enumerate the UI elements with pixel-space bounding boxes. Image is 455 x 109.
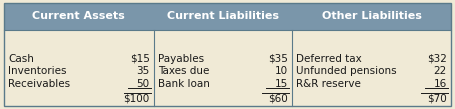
- Text: R&R reserve: R&R reserve: [296, 79, 361, 89]
- Text: Other Liabilities: Other Liabilities: [322, 11, 422, 21]
- Text: Unfunded pensions: Unfunded pensions: [296, 66, 397, 76]
- Text: $32: $32: [427, 54, 447, 64]
- Text: $100: $100: [123, 93, 150, 103]
- Text: Receivables: Receivables: [8, 79, 70, 89]
- Text: 35: 35: [136, 66, 150, 76]
- Text: $60: $60: [268, 93, 288, 103]
- Text: 15: 15: [275, 79, 288, 89]
- Text: Payables: Payables: [158, 54, 204, 64]
- Text: Bank loan: Bank loan: [158, 79, 210, 89]
- Text: 50: 50: [136, 79, 150, 89]
- Bar: [4, 3, 451, 30]
- Text: Cash: Cash: [8, 54, 34, 64]
- Text: Current Liabilities: Current Liabilities: [167, 11, 279, 21]
- Text: Taxes due: Taxes due: [158, 66, 209, 76]
- Text: 22: 22: [434, 66, 447, 76]
- Text: Current Assets: Current Assets: [32, 11, 125, 21]
- Text: $35: $35: [268, 54, 288, 64]
- Text: $15: $15: [130, 54, 150, 64]
- Text: Inventories: Inventories: [8, 66, 66, 76]
- Text: 10: 10: [275, 66, 288, 76]
- Text: Deferred tax: Deferred tax: [296, 54, 362, 64]
- Text: 16: 16: [434, 79, 447, 89]
- Text: $70: $70: [427, 93, 447, 103]
